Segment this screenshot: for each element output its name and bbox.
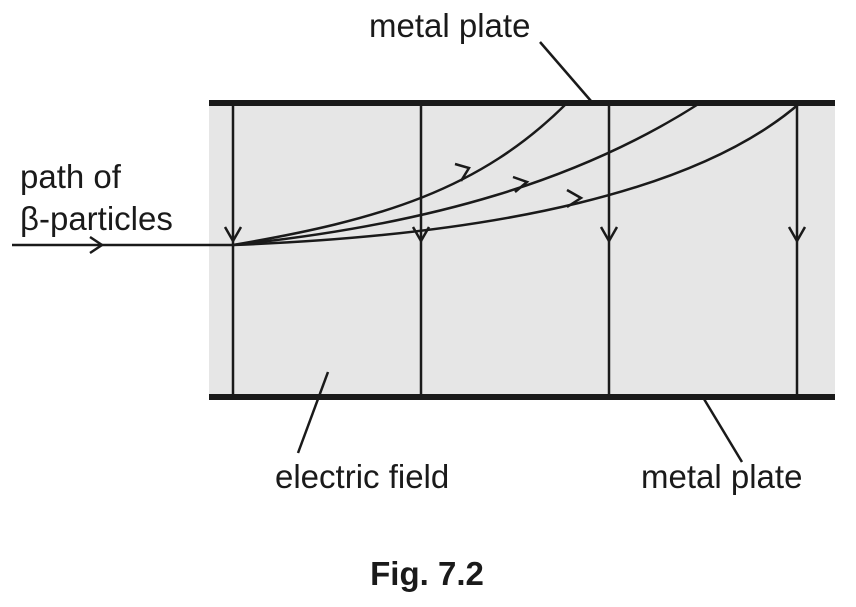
field-arrow-3 xyxy=(599,226,619,244)
top-plate-label: metal plate xyxy=(369,7,530,44)
top-plate-leader xyxy=(539,41,592,102)
field-arrow-4 xyxy=(787,226,807,244)
figure-caption: Fig. 7.2 xyxy=(370,555,484,592)
trajectories xyxy=(232,101,801,247)
trajectory-1 xyxy=(232,102,568,247)
trajectory-1-arrow xyxy=(454,162,471,182)
trajectory-3 xyxy=(232,102,801,247)
leader-lines xyxy=(296,41,744,463)
trajectory-3-arrow xyxy=(566,188,584,209)
path-label-line1: path of xyxy=(20,158,122,195)
field-leader xyxy=(296,371,330,454)
field-label: electric field xyxy=(275,458,449,495)
field-arrow-1 xyxy=(223,226,243,244)
bottom-plate-label: metal plate xyxy=(641,458,802,495)
bottom-plate-leader xyxy=(702,398,744,463)
trajectory-2-arrow xyxy=(512,175,530,193)
path-label-line2: β-particles xyxy=(20,200,173,237)
field-region xyxy=(209,103,835,396)
trajectory-2 xyxy=(232,101,701,247)
incoming-path xyxy=(12,235,233,255)
incoming-path-arrow xyxy=(89,235,105,255)
